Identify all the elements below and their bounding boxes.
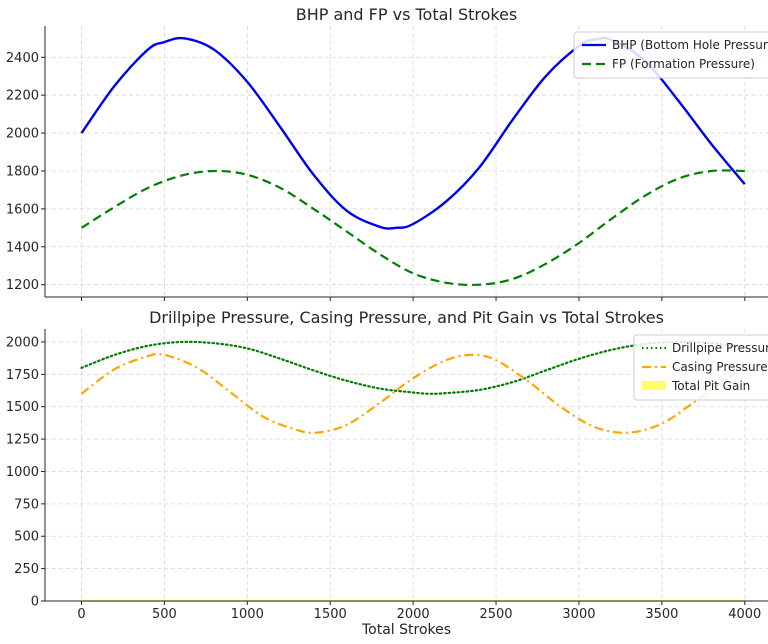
series-casing-pressure bbox=[80, 352, 746, 435]
y-tick-label: 2400 bbox=[6, 51, 39, 66]
y-tick-label: 500 bbox=[14, 530, 39, 545]
x-tick-label: 500 bbox=[152, 607, 177, 622]
legend: BHP (Bottom Hole Pressure) FP (Formation … bbox=[573, 31, 768, 79]
legend-entry-casing-pressure: Casing Pressure bbox=[672, 360, 768, 374]
y-tick-label: 750 bbox=[14, 497, 39, 512]
legend-box bbox=[573, 31, 768, 79]
x-tick-label: 3000 bbox=[562, 607, 595, 622]
legend-swatch bbox=[642, 381, 666, 390]
y-tick-label: 1200 bbox=[6, 278, 39, 293]
x-tick-label: 1500 bbox=[314, 607, 347, 622]
y-tick-label: 1250 bbox=[6, 433, 39, 448]
chart-title: Drillpipe Pressure, Casing Pressure, and… bbox=[149, 308, 664, 327]
legend: Drillpipe Pressure Casing Pressure Total P… bbox=[633, 334, 768, 401]
y-tick-label: 2000 bbox=[6, 127, 39, 142]
series-drillpipe-pressure bbox=[80, 340, 746, 395]
y-tick-label: 1000 bbox=[6, 465, 39, 480]
chart-title: BHP and FP vs Total Strokes bbox=[296, 5, 518, 24]
y-tick-label: 1600 bbox=[6, 202, 39, 217]
x-axis-label: Total Strokes bbox=[361, 622, 451, 638]
y-tick-label: 1500 bbox=[6, 400, 39, 415]
x-tick-label: 3500 bbox=[645, 607, 678, 622]
y-tick-label: 2200 bbox=[6, 89, 39, 104]
x-tick-label: 2000 bbox=[397, 607, 430, 622]
y-tick-label: 0 bbox=[31, 595, 39, 610]
x-tick-label: 1000 bbox=[231, 607, 264, 622]
series-fp-formation-pressure bbox=[80, 169, 745, 287]
y-tick-label: 1750 bbox=[6, 368, 39, 383]
legend-entry-drillpipe-pressure: Drillpipe Pressure bbox=[672, 341, 768, 355]
x-tick-label: 4000 bbox=[728, 607, 761, 622]
y-tick-label: 1400 bbox=[6, 240, 39, 255]
y-tick-label: 2000 bbox=[6, 335, 39, 350]
x-tick-label: 0 bbox=[77, 607, 85, 622]
legend-box bbox=[633, 334, 768, 401]
chart-bhp-fp: 1200 1400 1600 1800 2000 2200 2400 BHP and FP v… bbox=[6, 5, 768, 301]
x-tick-label: 2500 bbox=[479, 607, 512, 622]
y-tick-label: 1800 bbox=[6, 164, 39, 179]
legend-entry-fp-formation-pressure: FP (Formation Pressure) bbox=[612, 57, 755, 71]
chart-drillpipe-casing-pitgain: 0 500 1000 1500 2000 2500 3000 3500 4000 0 250 500 7… bbox=[6, 308, 768, 638]
y-tick-label: 250 bbox=[14, 562, 39, 577]
legend-entry-bhp-bottom-hole-pressure: BHP (Bottom Hole Pressure) bbox=[612, 38, 768, 52]
legend-entry-total-pit-gain: Total Pit Gain bbox=[671, 379, 750, 393]
